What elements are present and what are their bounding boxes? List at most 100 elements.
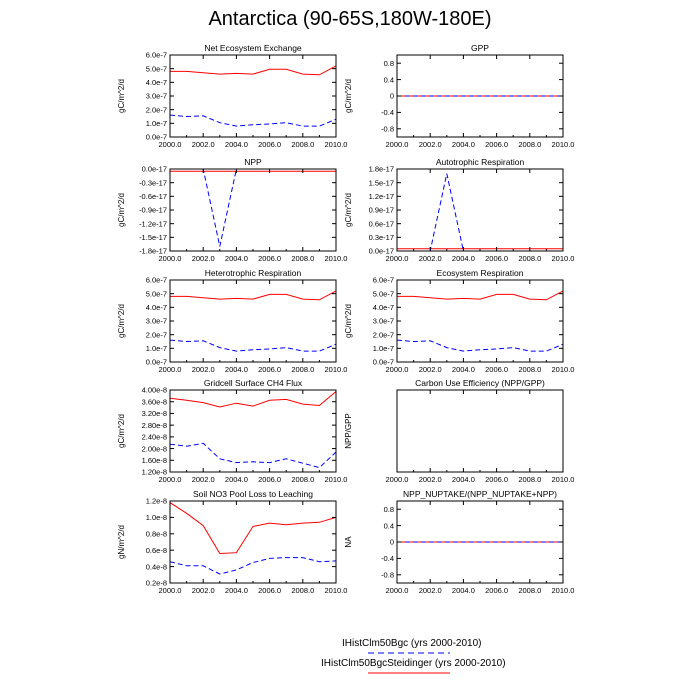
x-tick-label: 2004.0 <box>225 140 248 149</box>
y-tick-label: -0.8 <box>381 125 394 134</box>
y-tick-label: 0.3e-17 <box>369 233 394 242</box>
chart-title: Gridcell Surface CH4 Flux <box>204 378 303 388</box>
y-tick-label: -0.4 <box>381 108 394 117</box>
x-tick-label: 2006.0 <box>485 365 508 374</box>
y-tick-label: 1.0e-7 <box>373 344 394 353</box>
page-title: Antarctica (90-65S,180W-180E) <box>208 8 492 30</box>
series-line-bgc <box>170 114 336 127</box>
x-tick-label: 2002.0 <box>419 365 442 374</box>
y-tick-label: 3.0e-7 <box>146 92 167 101</box>
y-tick-label: 5.0e-7 <box>146 289 167 298</box>
x-tick-label: 2004.0 <box>225 365 248 374</box>
y-tick-label: 0.6e-8 <box>146 546 167 555</box>
y-axis-label: NPP/GPP <box>344 413 353 449</box>
x-tick-label: 2002.0 <box>419 475 442 484</box>
x-tick-label: 2006.0 <box>258 475 281 484</box>
y-tick-label: 0.8e-8 <box>146 530 167 539</box>
x-tick-label: 2008.0 <box>291 586 314 595</box>
y-tick-label: 2.40e-8 <box>142 433 167 442</box>
chart-title: Autotrophic Respiration <box>436 157 525 167</box>
y-tick-label: 0.0e-7 <box>146 133 167 142</box>
chart-title: Soil NO3 Pool Loss to Leaching <box>193 489 313 499</box>
chart-title: Heterotrophic Respiration <box>205 268 302 278</box>
y-tick-label: 2.80e-8 <box>142 421 167 430</box>
x-tick-label: 2002.0 <box>419 254 442 263</box>
y-tick-label: 3.20e-8 <box>142 409 167 418</box>
y-tick-label: 0.0e-17 <box>142 165 167 174</box>
y-tick-label: 0.8 <box>384 505 394 514</box>
y-tick-label: 0 <box>390 538 394 547</box>
y-tick-label: 3.0e-7 <box>373 317 394 326</box>
x-tick-label: 2004.0 <box>452 475 475 484</box>
x-tick-label: 2008.0 <box>518 475 541 484</box>
x-tick-label: 2004.0 <box>452 365 475 374</box>
x-tick-label: 2002.0 <box>419 586 442 595</box>
x-tick-label: 2010.0 <box>325 254 348 263</box>
x-tick-label: 2000.0 <box>159 586 182 595</box>
y-tick-label: 3.0e-7 <box>146 317 167 326</box>
x-tick-label: 2010.0 <box>325 140 348 149</box>
x-tick-label: 2006.0 <box>485 254 508 263</box>
y-axis-label: gC/m^2/d <box>117 79 126 113</box>
x-tick-label: 2010.0 <box>325 586 348 595</box>
y-tick-label: 6.0e-7 <box>146 51 167 60</box>
y-tick-label: 0 <box>390 92 394 101</box>
series-line-steidinger <box>170 391 336 408</box>
legend-label-bgc: IHistClm50Bgc (yrs 2000-2010) <box>342 638 482 649</box>
y-tick-label: 1.20e-8 <box>142 468 167 477</box>
x-tick-label: 2002.0 <box>419 140 442 149</box>
chart-panel-5: Ecosystem Respiration gC/m^2/d 2000.0 2002.… <box>344 268 574 374</box>
x-tick-label: 2000.0 <box>386 254 409 263</box>
x-tick-label: 2008.0 <box>518 140 541 149</box>
x-tick-label: 2004.0 <box>225 254 248 263</box>
chart-panel-9: NPP_NUPTAKE/(NPP_NUPTAKE+NPP) NA 2000.0 200… <box>344 489 574 595</box>
x-tick-label: 2004.0 <box>452 140 475 149</box>
y-tick-label: 5.0e-7 <box>373 289 394 298</box>
plot-frame <box>169 168 337 252</box>
y-tick-label: 0.9e-17 <box>369 206 394 215</box>
x-tick-label: 2010.0 <box>325 475 348 484</box>
x-tick-label: 2000.0 <box>386 365 409 374</box>
chart-title: NPP <box>244 157 262 167</box>
y-axis-label: gC/m^2/d <box>344 193 353 227</box>
y-tick-label: 3.60e-8 <box>142 397 167 406</box>
x-tick-label: 2006.0 <box>258 140 281 149</box>
y-axis-label: gC/m^2/d <box>117 414 126 448</box>
x-tick-label: 2008.0 <box>518 365 541 374</box>
x-tick-label: 2000.0 <box>386 475 409 484</box>
x-tick-label: 2004.0 <box>225 475 248 484</box>
x-tick-label: 2006.0 <box>258 365 281 374</box>
series-line-bgc <box>170 557 336 575</box>
x-tick-label: 2006.0 <box>258 254 281 263</box>
x-tick-label: 2002.0 <box>192 475 215 484</box>
y-tick-label: -1.8e-17 <box>139 247 167 256</box>
chart-panel-7: Carbon Use Efficiency (NPP/GPP) NPP/GPP 20… <box>344 378 574 484</box>
x-tick-label: 2000.0 <box>386 140 409 149</box>
plot-frame <box>169 389 337 473</box>
y-tick-label: 1.8e-17 <box>369 165 394 174</box>
y-tick-label: 4.00e-8 <box>142 386 167 395</box>
chart-title: Carbon Use Efficiency (NPP/GPP) <box>415 378 545 388</box>
y-tick-label: 1.0e-7 <box>146 344 167 353</box>
chart-panel-0: Net Ecosystem Exchange gC/m^2/d 2000.0 2002… <box>117 43 347 149</box>
y-tick-label: -0.3e-17 <box>139 178 167 187</box>
y-tick-label: 2.00e-8 <box>142 444 167 453</box>
x-tick-label: 2008.0 <box>518 254 541 263</box>
y-tick-label: -1.2e-17 <box>139 219 167 228</box>
series-line-steidinger <box>170 290 336 301</box>
y-tick-label: -0.4 <box>381 554 394 563</box>
x-tick-label: 2004.0 <box>452 586 475 595</box>
chart-title: GPP <box>471 43 489 53</box>
y-tick-label: 6.0e-7 <box>373 276 394 285</box>
y-axis-label: NA <box>344 536 353 548</box>
series-line-bgc <box>170 169 336 247</box>
x-tick-label: 2000.0 <box>159 254 182 263</box>
x-tick-label: 2002.0 <box>192 254 215 263</box>
legend-label-steidinger: IHistClm50BgcSteidinger (yrs 2000-2010) <box>321 658 506 669</box>
legend-line-steidinger <box>368 672 450 674</box>
y-tick-label: -0.6e-17 <box>139 192 167 201</box>
x-tick-label: 2006.0 <box>485 475 508 484</box>
chart-title: NPP_NUPTAKE/(NPP_NUPTAKE+NPP) <box>403 489 557 499</box>
series-line-steidinger <box>170 65 336 76</box>
